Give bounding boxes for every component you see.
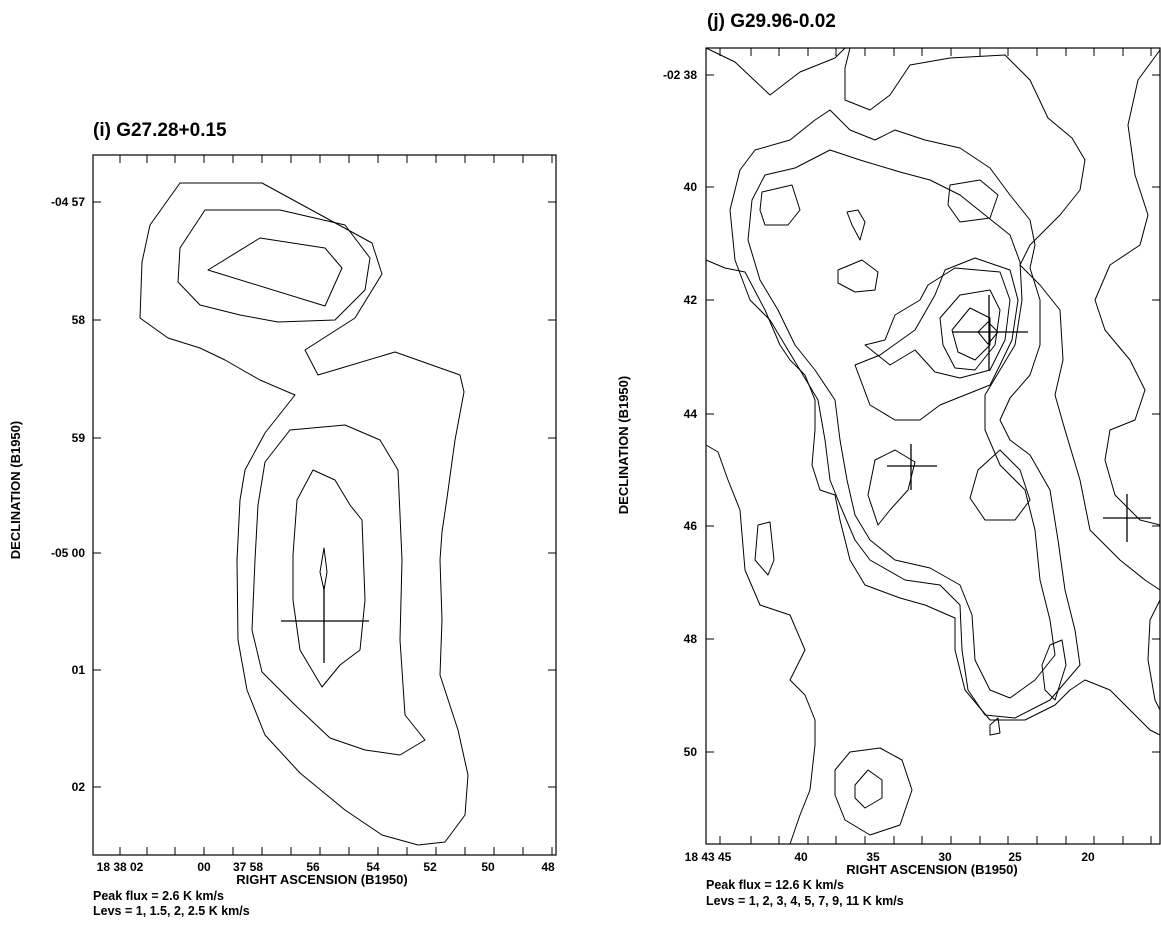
panel-i-contours (139, 182, 469, 846)
panel-j: (j) G29.96-0.02 18 43 45 40 35 30 25 20 … (616, 11, 1161, 908)
contour-level-1.5-north (177, 209, 371, 323)
contour-level-2.5 (319, 547, 328, 591)
contour-level-2-south (292, 469, 366, 688)
contour-level-9 (951, 307, 991, 361)
panel-i-x-tick-label: 56 (306, 860, 320, 874)
contour-island-center-east (969, 449, 1031, 521)
contour-island-sw (754, 521, 775, 576)
panel-j-x-tick-label: 18 43 45 (685, 850, 732, 864)
panel-i-frame (92, 154, 557, 856)
panel-i-peak-flux: Peak flux = 2.6 K km/s (93, 889, 224, 903)
contour-island-n-east (947, 179, 999, 223)
panel-i-levels: Levs = 1, 1.5, 2, 2.5 K km/s (93, 904, 250, 918)
contour-level-4 (854, 257, 1019, 421)
contour-island-south-outer (834, 747, 913, 836)
panel-j-x-tick-label: 40 (794, 850, 808, 864)
contour-level-1-northeast (1094, 49, 1161, 526)
panel-i-y-tick-label: 59 (72, 431, 86, 445)
contour-level-5 (864, 267, 1011, 379)
contour-level-1 (139, 182, 469, 846)
contour-island-south-inner (854, 769, 883, 809)
contour-level-11 (977, 321, 999, 345)
panel-i-x-tick-label: 54 (366, 860, 380, 874)
contour-level-1 (705, 47, 1161, 591)
panel-j-peak-flux: Peak flux = 12.6 K km/s (706, 878, 844, 892)
panel-j-y-tick-labels: -02 38 40 42 44 46 48 50 (663, 68, 697, 759)
contour-level-1-west (705, 259, 1161, 736)
panel-i-ticks (93, 155, 556, 855)
panel-j-y-tick-label: 40 (684, 180, 698, 194)
contour-level-2 (729, 109, 1081, 719)
contour-island-mid-west (837, 259, 879, 293)
panel-i: (i) G27.28+0.15 18 38 02 00 37 58 56 54 … (8, 120, 557, 918)
contour-island-se-small (989, 717, 1001, 736)
panel-j-contours (705, 47, 1161, 845)
panel-i-y-tick-label: 58 (72, 313, 86, 327)
panel-j-y-tick-label: 42 (684, 293, 698, 307)
panel-j-y-tick-label: -02 38 (663, 68, 697, 82)
panel-j-frame (705, 47, 1161, 845)
panel-j-y-tick-label: 44 (684, 407, 698, 421)
panel-i-x-tick-label: 50 (481, 860, 495, 874)
panel-j-x-tick-label: 20 (1081, 850, 1095, 864)
panel-j-x-tick-label: 35 (866, 850, 880, 864)
contour-level-1.5-south (251, 424, 426, 756)
contour-island-nw (759, 184, 801, 226)
panel-j-levels: Levs = 1, 2, 3, 4, 5, 7, 9, 11 K km/s (706, 894, 904, 908)
panel-i-title: (i) G27.28+0.15 (93, 120, 227, 141)
contour-level-2-north (207, 237, 343, 307)
panel-j-y-tick-label: 48 (684, 632, 698, 646)
panel-i-y-tick-label: -05 00 (51, 546, 85, 560)
panel-j-y-tick-label: 46 (684, 519, 698, 533)
panel-j-ticks (706, 48, 1160, 844)
panel-j-x-tick-label: 25 (1008, 850, 1022, 864)
contour-level-3 (747, 149, 1056, 699)
panel-j-source-markers (887, 295, 1151, 542)
panel-i-y-axis-label: DECLINATION (B1950) (8, 421, 23, 559)
contour-island-n-small (846, 209, 866, 241)
panel-i-x-tick-labels: 18 38 02 00 37 58 56 54 52 50 48 (97, 860, 555, 874)
panel-j-x-tick-label: 30 (938, 850, 952, 864)
panel-j-x-axis-label: RIGHT ASCENSION (B1950) (846, 862, 1017, 877)
panel-i-y-tick-label: -04 57 (51, 195, 85, 209)
panel-i-y-tick-labels: -04 57 58 59 -05 00 01 02 (51, 195, 85, 794)
panel-i-x-axis-label: RIGHT ASCENSION (B1950) (236, 872, 407, 887)
panel-i-y-tick-label: 02 (72, 780, 86, 794)
panel-i-x-tick-label: 48 (541, 860, 555, 874)
panel-i-x-tick-label: 00 (197, 860, 211, 874)
panel-j-x-tick-labels: 18 43 45 40 35 30 25 20 (685, 850, 1095, 864)
panel-j-title: (j) G29.96-0.02 (707, 11, 836, 32)
panel-i-x-tick-label: 18 38 02 (97, 860, 144, 874)
panel-j-y-tick-label: 50 (684, 745, 698, 759)
contour-island-east (1041, 639, 1067, 701)
contour-island-center-west (867, 449, 916, 526)
panel-i-source-marker (281, 586, 369, 663)
panel-j-y-axis-label: DECLINATION (B1950) (616, 376, 631, 514)
contour-level-1-east (1147, 599, 1161, 711)
panel-i-x-tick-label: 37 58 (233, 860, 263, 874)
panel-i-y-tick-label: 01 (72, 663, 86, 677)
contour-level-1-southwest (705, 444, 816, 845)
contour-level-7 (939, 289, 1001, 371)
panel-i-x-tick-label: 52 (423, 860, 437, 874)
